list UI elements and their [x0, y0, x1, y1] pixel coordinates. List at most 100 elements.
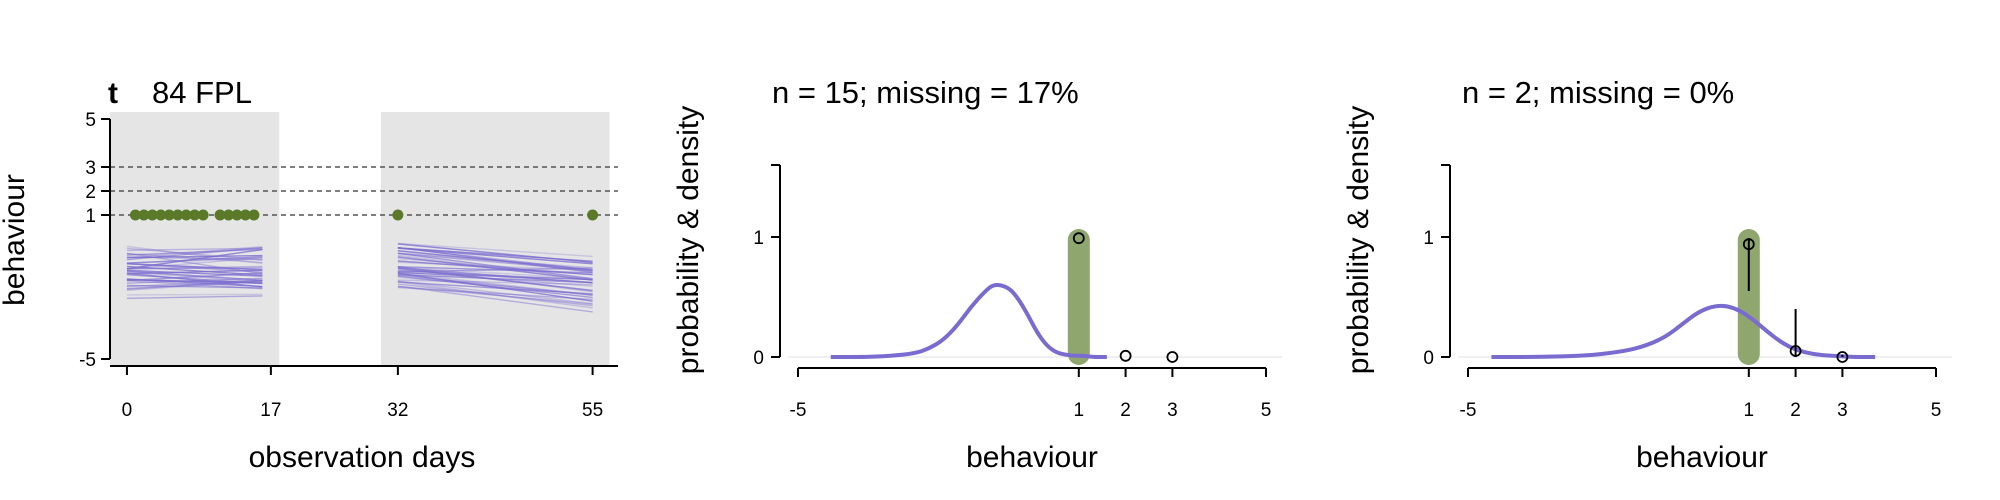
simulated-line	[126, 257, 263, 270]
simulated-line	[126, 273, 263, 285]
simulated-line	[397, 280, 593, 305]
observed-point	[197, 209, 209, 221]
simulated-line	[397, 243, 593, 264]
simulated-line	[397, 252, 593, 269]
observed-bar-rect	[1067, 229, 1090, 365]
simulated-line	[397, 272, 593, 296]
simulated-line	[397, 267, 593, 284]
y-tick-label: -5	[79, 350, 96, 371]
simulated-line	[397, 285, 593, 305]
observed-point	[172, 209, 184, 221]
probability-points	[1742, 238, 1849, 363]
y-axis-title: behaviour	[0, 174, 31, 306]
simulated-line	[126, 252, 263, 264]
simulated-line	[126, 248, 263, 270]
simulated-line	[397, 254, 593, 281]
y-ticks: 01	[1423, 164, 1450, 369]
y-tick-label: 0	[1423, 348, 1434, 369]
panel-title: 84 FPL	[152, 75, 252, 110]
x-tick-label: -5	[1460, 400, 1477, 421]
x-axis-title: behaviour	[1636, 441, 1768, 474]
simulated-line	[126, 256, 263, 264]
probability-point	[1166, 351, 1179, 363]
observed-point	[248, 209, 260, 221]
observed-point	[163, 209, 175, 221]
simulated-line	[126, 280, 263, 290]
observed-points	[129, 209, 599, 221]
y-tick-label: 2	[85, 182, 96, 203]
panel-1: 0 17 32 55 -5 1 2 3 5 t 84 FPL observation days…	[0, 75, 618, 474]
y-axis-title: probability & density	[672, 106, 705, 374]
x-tick-label: 0	[122, 400, 133, 421]
y-tick-label: 3	[85, 158, 96, 179]
shaded-band	[110, 112, 280, 366]
simulated-line	[397, 250, 593, 271]
shaded-bands	[110, 112, 610, 366]
simulated-line	[397, 252, 593, 280]
x-tick-label: 55	[582, 400, 603, 421]
observed-point	[155, 209, 167, 221]
simulated-line	[397, 265, 593, 293]
simulated-line	[126, 279, 263, 290]
probability-point	[1072, 232, 1085, 245]
simulated-line	[397, 285, 593, 313]
observed-bar	[1737, 229, 1760, 365]
probability-point	[1789, 345, 1802, 357]
simulated-line	[126, 269, 263, 275]
observed-point	[587, 209, 599, 221]
simulated-line	[397, 266, 593, 274]
simulated-line	[126, 256, 263, 261]
x-tick-label: 1	[1074, 400, 1085, 421]
x-tick-label: 3	[1167, 400, 1178, 421]
simulated-line	[126, 295, 263, 300]
panel-2: -5 1 2 3 5 01 n = 15; missing = 17% behaviou…	[672, 75, 1282, 474]
panel-3: -5 1 2 3 5 01 n = 2; missing = 0% behaviour …	[1342, 75, 1952, 474]
y-tick-label: 0	[753, 348, 764, 369]
x-tick-label: 1	[1744, 400, 1755, 421]
observed-point	[138, 209, 150, 221]
simulated-line	[397, 276, 593, 296]
x-tick-label: 32	[387, 400, 408, 421]
simulated-line	[126, 269, 263, 277]
x-tick-label: 3	[1837, 400, 1848, 421]
simulated-line	[126, 284, 263, 289]
observed-point	[129, 209, 141, 221]
observed-point	[214, 209, 226, 221]
simulated-line	[126, 246, 263, 261]
observed-bar-rect	[1737, 229, 1760, 365]
observed-bar	[1067, 229, 1090, 365]
simulated-line	[126, 293, 263, 296]
x-tick-label: 5	[1261, 400, 1272, 421]
simulated-line	[397, 247, 593, 265]
density-curve	[830, 283, 1107, 359]
x-axis-title: observation days	[249, 441, 476, 474]
observed-point	[231, 209, 243, 221]
y-tick-label: 5	[85, 110, 96, 131]
x-tick-label: 17	[260, 400, 281, 421]
x-tick-label: 5	[1931, 400, 1942, 421]
panel-title: n = 15; missing = 17%	[772, 75, 1079, 110]
y-tick-label: 1	[1423, 228, 1434, 249]
simulated-line	[126, 247, 263, 252]
shaded-band	[380, 112, 610, 366]
observed-point	[146, 209, 158, 221]
simulated-line	[397, 256, 593, 281]
observed-point	[223, 209, 235, 221]
x-tick-label: 2	[1120, 400, 1131, 421]
x-ticks: 0 17 32 55	[122, 366, 603, 421]
simulated-line	[397, 271, 593, 287]
simulated-line	[397, 273, 593, 284]
simulated-line	[397, 279, 593, 286]
simulated-line	[397, 286, 593, 301]
simulated-line	[397, 283, 593, 307]
simulated-line	[126, 277, 263, 284]
probability-point	[1742, 238, 1755, 251]
x-ticks: -5 1 2 3 5	[1460, 368, 1942, 421]
simulated-line	[126, 265, 263, 276]
probability-point	[1836, 351, 1849, 363]
density-curve	[1491, 303, 1876, 359]
simulated-line	[397, 281, 593, 309]
y-axis-title: probability & density	[1342, 106, 1375, 374]
y-ticks: 01	[753, 164, 780, 369]
